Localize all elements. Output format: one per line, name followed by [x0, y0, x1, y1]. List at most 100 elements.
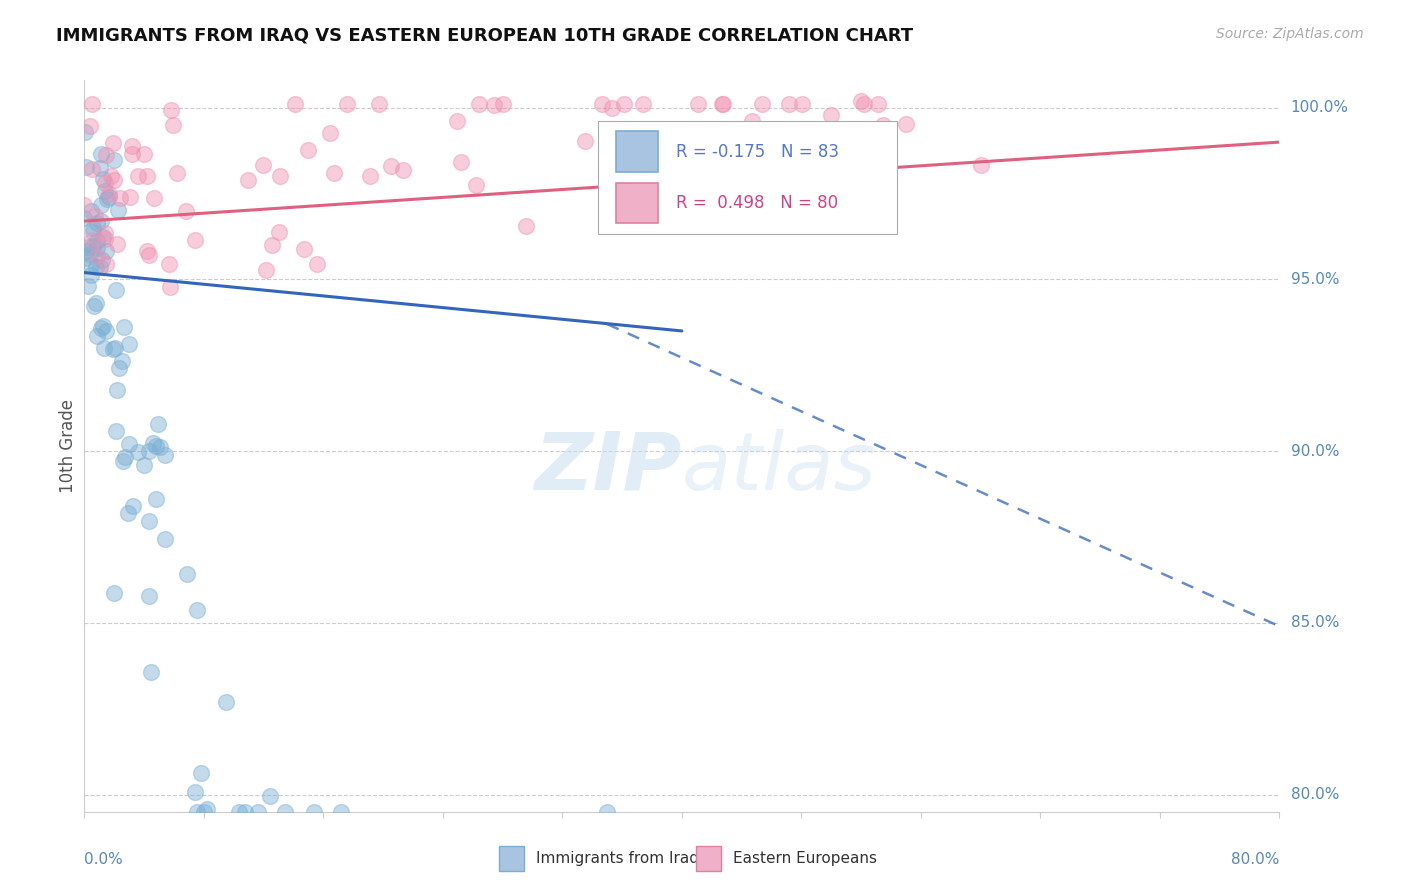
- Point: [86, 329, 108, 343]
- Point: [121, 138, 143, 153]
- Point: [112, 320, 135, 334]
- Point: [228, 805, 250, 819]
- Point: [91, 319, 114, 334]
- Point: [77, 240, 100, 254]
- Point: [89, 260, 111, 275]
- Point: [260, 238, 283, 252]
- Point: [90, 147, 112, 161]
- Point: [236, 172, 259, 186]
- Point: [94, 257, 117, 271]
- Point: [80, 258, 103, 272]
- Point: [184, 233, 207, 247]
- FancyBboxPatch shape: [599, 120, 897, 234]
- Point: [186, 603, 208, 617]
- Point: [574, 135, 596, 149]
- Point: [162, 119, 184, 133]
- Point: [138, 589, 160, 603]
- Point: [75, 244, 97, 258]
- Point: [96, 325, 118, 339]
- Point: [827, 122, 849, 136]
- Point: [105, 237, 128, 252]
- Point: [866, 97, 889, 112]
- Point: [292, 242, 315, 256]
- Text: 80.0%: 80.0%: [1232, 852, 1279, 867]
- Point: [93, 176, 115, 190]
- Point: [82, 233, 104, 247]
- Point: [105, 383, 128, 397]
- Point: [302, 805, 325, 819]
- Point: [135, 169, 157, 184]
- Point: [138, 444, 160, 458]
- Text: R = -0.175   N = 83: R = -0.175 N = 83: [676, 143, 839, 161]
- Point: [329, 805, 352, 819]
- Point: [741, 114, 763, 128]
- Point: [166, 166, 188, 180]
- Point: [79, 246, 101, 260]
- Point: [710, 97, 733, 112]
- Point: [482, 97, 505, 112]
- Point: [79, 119, 101, 133]
- Point: [86, 241, 108, 255]
- Y-axis label: 10th Grade: 10th Grade: [59, 399, 77, 493]
- Point: [79, 268, 101, 282]
- Point: [86, 216, 108, 230]
- Point: [105, 283, 128, 297]
- Point: [111, 354, 134, 368]
- Point: [76, 278, 98, 293]
- Point: [90, 321, 112, 335]
- Point: [90, 252, 112, 267]
- Point: [142, 191, 165, 205]
- Point: [318, 126, 340, 140]
- Point: [853, 97, 876, 112]
- Point: [114, 450, 136, 465]
- Point: [336, 97, 359, 112]
- Point: [446, 114, 468, 128]
- Point: [631, 97, 654, 112]
- Point: [186, 805, 208, 819]
- Point: [139, 665, 162, 679]
- Point: [117, 437, 139, 451]
- Point: [233, 805, 256, 819]
- Point: [184, 785, 207, 799]
- Text: 100.0%: 100.0%: [1291, 100, 1348, 115]
- Point: [392, 163, 415, 178]
- Point: [83, 299, 105, 313]
- FancyBboxPatch shape: [616, 131, 658, 171]
- Point: [118, 337, 141, 351]
- Point: [105, 424, 128, 438]
- FancyBboxPatch shape: [616, 183, 658, 223]
- Point: [322, 166, 344, 180]
- Point: [450, 154, 472, 169]
- Point: [103, 173, 125, 187]
- Point: [97, 186, 120, 201]
- Point: [894, 117, 917, 131]
- Point: [84, 209, 107, 223]
- Text: R =  0.498   N = 80: R = 0.498 N = 80: [676, 194, 838, 211]
- Point: [176, 566, 198, 581]
- Point: [121, 147, 143, 161]
- Point: [86, 234, 108, 248]
- Point: [90, 213, 112, 227]
- Text: 80.0%: 80.0%: [1291, 787, 1339, 802]
- Point: [73, 198, 96, 212]
- Point: [82, 225, 104, 239]
- Point: [108, 191, 131, 205]
- Point: [73, 125, 96, 139]
- Point: [613, 97, 636, 112]
- Point: [82, 97, 104, 112]
- Point: [100, 169, 122, 184]
- Point: [83, 221, 105, 235]
- FancyBboxPatch shape: [499, 846, 524, 871]
- Text: 85.0%: 85.0%: [1291, 615, 1339, 631]
- Point: [145, 491, 167, 506]
- Point: [91, 229, 114, 244]
- Point: [75, 160, 97, 174]
- Text: Immigrants from Iraq: Immigrants from Iraq: [536, 851, 699, 865]
- Point: [82, 239, 104, 253]
- Point: [98, 190, 121, 204]
- Point: [515, 219, 537, 234]
- Point: [80, 162, 103, 177]
- Point: [160, 103, 183, 118]
- Point: [93, 341, 115, 355]
- Point: [174, 204, 197, 219]
